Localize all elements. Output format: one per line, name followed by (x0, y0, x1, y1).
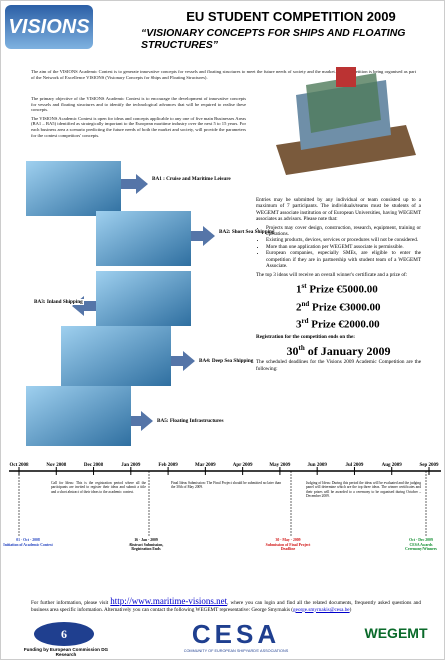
phase: Final Ideas Submission: The Final Projec… (171, 481, 281, 490)
milestone-date: 16 - Jan - 2009 (134, 538, 158, 542)
intro-2-box: The primary objective of the VISIONS Aca… (31, 96, 246, 141)
month-label: Oct 2008 (9, 463, 29, 468)
prize-list: 1st Prize €5000.00 2nd Prize €3000.00 3rd … (256, 279, 421, 332)
ba-illustrations (26, 161, 215, 446)
milestone: 30 - May - 2009 Submission of Final Proje… (263, 538, 313, 552)
prize: 2nd Prize €3000.00 (256, 297, 421, 315)
deadline: 30th of January 2009 (256, 340, 421, 359)
milestone-label: Initiation of Academic Contest (3, 542, 53, 547)
ec-caption: Funding by European Commission DG Resear… (23, 647, 109, 657)
phase: Judging of Ideas: During this period the… (306, 481, 421, 499)
month-label: Mar 2009 (195, 463, 216, 468)
milestone: 01 - Oct - 2008 Initiation of Academic Co… (3, 538, 53, 547)
cesa-logo: CESA (191, 619, 281, 649)
ec-logo: 6 (34, 622, 94, 646)
ba-label: BA2: Short Sea Shipping (218, 229, 276, 235)
bullet: European companies, especially SMEs, are… (266, 250, 421, 269)
ship-render (276, 67, 416, 175)
footer-text-part: For further information, please visit (31, 600, 111, 606)
entries-text: Entries may be submitted by any individu… (256, 197, 421, 223)
deadline-suffix: th (298, 344, 305, 353)
milestone-label: Submission of Final Project Deadline (265, 542, 311, 552)
month-label: Sep 2009 (419, 463, 439, 468)
cesa-caption: COMMUNITY OF EUROPEAN SHIPYARDS' ASSOCIA… (183, 649, 289, 653)
svg-text:6: 6 (61, 627, 67, 641)
prize-suffix: nd (301, 299, 310, 308)
month-label: May 2009 (269, 463, 291, 468)
footer-text-part: ) (349, 606, 352, 613)
prize-suffix: rd (301, 317, 309, 326)
prize: 1st Prize €5000.00 (256, 279, 421, 297)
bullet-list: Projects may cover design, construction,… (266, 225, 421, 270)
month-label: Apr 2009 (232, 463, 253, 468)
subtitle: “VISIONARY CONCEPTS FOR SHIPS AND FLOATI… (141, 27, 406, 51)
timeline (9, 467, 441, 536)
intro-1-box: The aim of the VISIONS Academic Contest … (31, 69, 416, 83)
intro-text: The aim of the VISIONS Academic Contest … (31, 69, 416, 80)
milestone-date: Oct - Dec 2009 (409, 538, 433, 542)
bullet: Projects may cover design, construction,… (266, 225, 421, 238)
deadline-text: of January 2009 (307, 344, 391, 359)
milestone-date: 01 - Oct - 2008 (16, 538, 40, 542)
month-label: Dec 2008 (83, 463, 104, 468)
schedule: The scheduled deadlines for the Visions … (256, 359, 421, 372)
milestone-label: Abstract Submission, Registration Ends (128, 542, 164, 552)
prize-text: Prize €5000.00 (309, 283, 378, 296)
ba-label: BA3: Inland Shipping (33, 299, 84, 305)
entries: Entries may be submitted by any individu… (256, 197, 421, 372)
milestone-label: CESA Awards Ceremony/Winners (405, 542, 437, 552)
milestone-date: 30 - May - 2009 (275, 538, 301, 542)
prize-text: Prize €2000.00 (311, 318, 380, 331)
prize-rank: 2 (296, 301, 302, 314)
wegemt-logo: WEGEMT (364, 625, 428, 641)
logo: VISIONS (8, 16, 90, 38)
logo-box: VISIONS (5, 5, 93, 49)
ba-label: BA1 : Cruise and Maritime Leisure (151, 176, 232, 182)
month-label: Jan 2009 (121, 463, 141, 468)
prize: 3rd Prize €2000.00 (256, 314, 421, 332)
milestone: 16 - Jan - 2009 Abstract Submission, Regi… (121, 538, 171, 552)
prize-rank: 3 (296, 318, 302, 331)
email-link[interactable]: george.smyrnakis@cesa.be (293, 606, 350, 613)
ba-label: BA5: Floating Infrastructures (156, 418, 225, 424)
bullet: More than one application per WEGEMT ass… (266, 244, 421, 250)
bullet: Existing products, devices, services or … (266, 237, 421, 243)
intro-text: The VISIONS Academic Contest is open for… (31, 115, 246, 138)
footer-text-part: , where you can login and find all the r… (31, 600, 421, 613)
month-label: Jun 2009 (307, 463, 327, 468)
prize-suffix: st (301, 281, 307, 290)
prize-rank: 1 (296, 283, 302, 296)
ba-label: BA4: Deep Sea Shipping (198, 358, 255, 364)
prize-intro: The top 3 ideas will receive an overall … (256, 272, 408, 279)
intro-text: The primary objective of the VISIONS Aca… (31, 96, 246, 113)
footer-text: For further information, please visit ht… (31, 596, 421, 613)
milestone: Oct - Dec 2009 CESA Awards Ceremony/Winne… (396, 538, 444, 552)
website-link[interactable]: http://www.maritime-visions.net (110, 596, 228, 606)
deadline-day: 30 (286, 344, 299, 359)
month-label: Aug 2009 (381, 463, 402, 468)
month-label: Jul 2009 (345, 463, 364, 468)
phase: Call for Ideas: This is the registration… (51, 481, 146, 494)
title: EU STUDENT COMPETITION 2009 (186, 9, 396, 24)
registration: Registration for the competition ends on… (256, 333, 356, 340)
prize-text: Prize €3000.00 (312, 301, 381, 314)
month-label: Nov 2008 (46, 463, 67, 468)
month-label: Feb 2009 (158, 463, 178, 468)
